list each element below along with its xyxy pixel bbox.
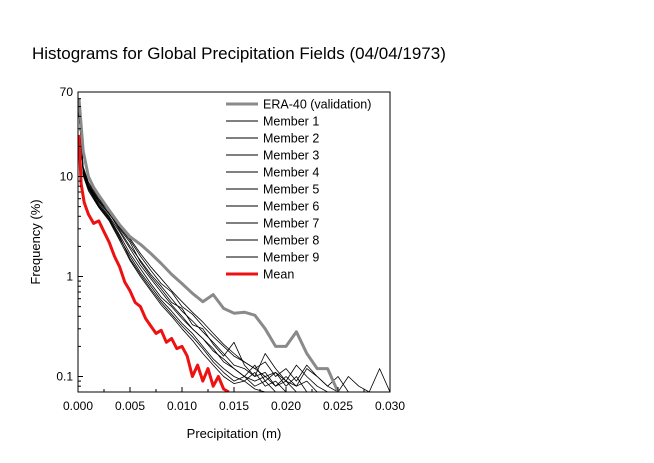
x-tick-label: 0.025 — [323, 399, 353, 413]
y-tick-label: 70 — [60, 85, 74, 99]
series-line-member-3 — [78, 106, 287, 392]
legend-entry-label: Member 8 — [263, 234, 319, 248]
legend-entry-label: Member 5 — [263, 183, 319, 197]
y-tick-label: 0.1 — [56, 370, 73, 384]
x-axis-label: Precipitation (m) — [187, 426, 282, 441]
y-tick-label: 10 — [60, 170, 74, 184]
x-tick-label: 0.020 — [271, 399, 301, 413]
x-tick-label: 0.010 — [167, 399, 197, 413]
legend-entry-label: ERA-40 (validation) — [263, 98, 371, 112]
y-axis-label: Frequency (%) — [28, 199, 43, 284]
series-line-member-5 — [78, 110, 276, 392]
legend-entry-label: Member 3 — [263, 149, 319, 163]
plot-frame — [77, 91, 391, 393]
series-line-member-2 — [78, 108, 308, 392]
x-tick-label: 0.015 — [219, 399, 249, 413]
legend-entry-label: Member 6 — [263, 200, 319, 214]
legend-entry-label: Member 7 — [263, 217, 319, 231]
series-line-era-40-validation — [78, 98, 340, 392]
legend-entry-label: Member 9 — [263, 251, 319, 265]
legend-entry-label: Mean — [263, 268, 294, 282]
series-line-mean — [78, 134, 230, 392]
series-line-member-4 — [78, 114, 390, 392]
x-tick-label: 0.000 — [63, 399, 93, 413]
series-line-member-7 — [78, 109, 318, 392]
chart-title: Histograms for Global Precipitation Fiel… — [32, 44, 446, 63]
legend-entry-label: Member 2 — [263, 132, 319, 146]
series-line-member-6 — [78, 112, 297, 392]
legend-entry-label: Member 1 — [263, 115, 319, 129]
legend-entry-label: Member 4 — [263, 166, 319, 180]
y-tick-label: 1 — [66, 270, 73, 284]
x-tick-label: 0.005 — [115, 399, 145, 413]
x-tick-label: 0.030 — [375, 399, 405, 413]
series-line-member-9 — [78, 107, 266, 392]
